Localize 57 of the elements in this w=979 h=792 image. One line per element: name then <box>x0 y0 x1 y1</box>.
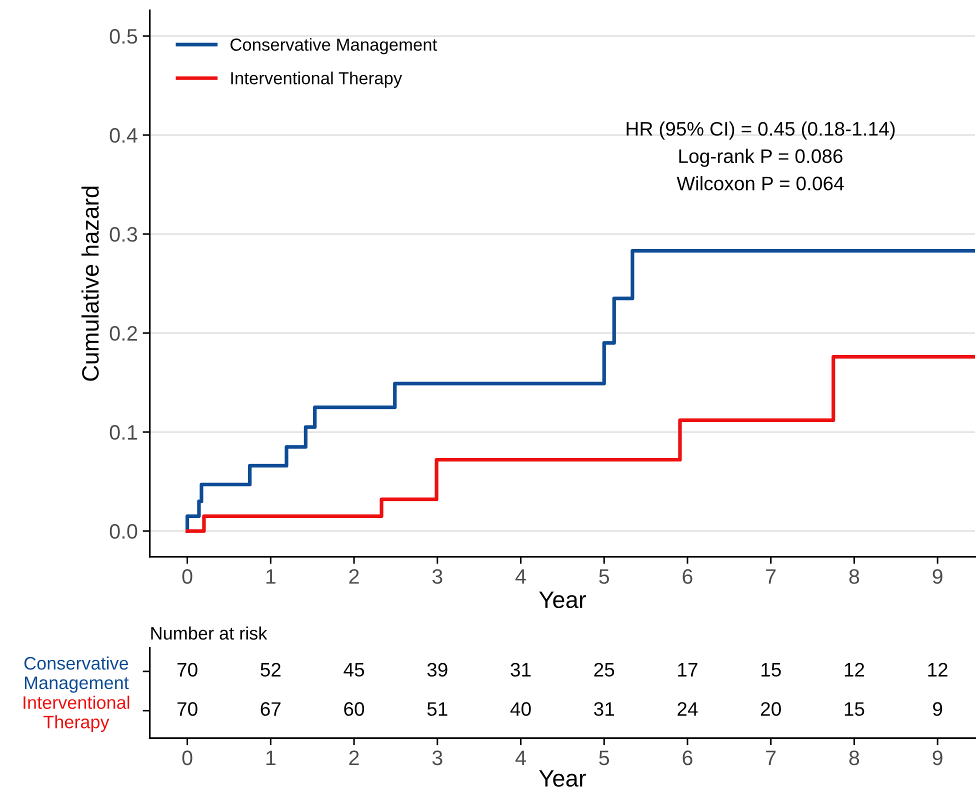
legend-label: Conservative Management <box>230 38 437 54</box>
data-label: 12 <box>928 662 948 676</box>
x-tick-label: 1 <box>266 750 276 766</box>
data-label: 15 <box>844 702 864 716</box>
data-label: 67 <box>260 702 281 716</box>
y-tick-label: Conservative Management <box>24 656 129 693</box>
x-tick-label: 7 <box>766 569 776 584</box>
y-tick-label: 0.3 <box>110 227 138 242</box>
data-label: 31 <box>510 662 531 677</box>
annotation: Log-rank P = 0.086 <box>679 148 842 167</box>
data-label: 25 <box>594 662 614 677</box>
y-tick-label: 0.1 <box>110 425 137 440</box>
annotation: Wilcoxon P = 0.064 <box>676 176 844 190</box>
data-label: 52 <box>260 662 281 677</box>
y-tick-label: Interventional Therapy <box>24 696 130 732</box>
x-tick-label: 7 <box>766 750 776 766</box>
data-label: 31 <box>594 702 614 716</box>
data-label: 9 <box>933 702 942 716</box>
x-tick-label: 1 <box>266 569 276 584</box>
x-tick-label: 8 <box>849 569 860 584</box>
data-label: 70 <box>177 702 198 716</box>
x-axis-title: Year <box>539 592 586 608</box>
x-tick-label: 8 <box>849 750 860 766</box>
data-label: 40 <box>510 702 531 716</box>
data-label: 24 <box>678 702 698 716</box>
x-tick-label: 5 <box>599 569 610 584</box>
x-tick-label: 0 <box>182 569 192 584</box>
x-tick-label: 3 <box>432 750 442 766</box>
data-label: 20 <box>761 702 781 716</box>
data-label: 45 <box>344 663 364 677</box>
data-label: 12 <box>844 662 864 676</box>
data-label: 70 <box>177 662 198 677</box>
data-label: 39 <box>427 662 448 677</box>
x-tick-label: 4 <box>515 569 526 584</box>
annotation: HR (95% CI) = 0.45 (0.18-1.14) <box>626 121 895 140</box>
data-label: 15 <box>762 663 781 677</box>
x-axis-title: Year <box>539 770 586 787</box>
x-tick-label: 6 <box>682 569 692 584</box>
x-tick-label: 0 <box>182 750 192 766</box>
data-label: 60 <box>344 702 364 716</box>
legend-label: Interventional Therapy <box>231 72 402 88</box>
x-tick-label: 2 <box>349 569 359 584</box>
data-label: 51 <box>427 702 448 716</box>
x-tick-label: 3 <box>432 569 442 584</box>
chart-title: Number at risk <box>151 626 268 640</box>
x-tick-label: 2 <box>349 750 359 766</box>
x-tick-label: 5 <box>599 750 610 766</box>
y-tick-label: 0.0 <box>110 524 138 539</box>
x-tick-label: 6 <box>682 750 692 766</box>
y-tick-label: 0.2 <box>110 326 137 341</box>
y-tick-label: 0.5 <box>110 29 138 44</box>
x-tick-label: 9 <box>932 750 942 766</box>
x-tick-label: 4 <box>515 750 526 766</box>
data-label: 17 <box>678 663 698 676</box>
x-tick-label: 9 <box>932 569 942 584</box>
y-tick-label: 0.4 <box>110 128 138 143</box>
y-axis-title: Cumulative hazard <box>81 186 99 381</box>
